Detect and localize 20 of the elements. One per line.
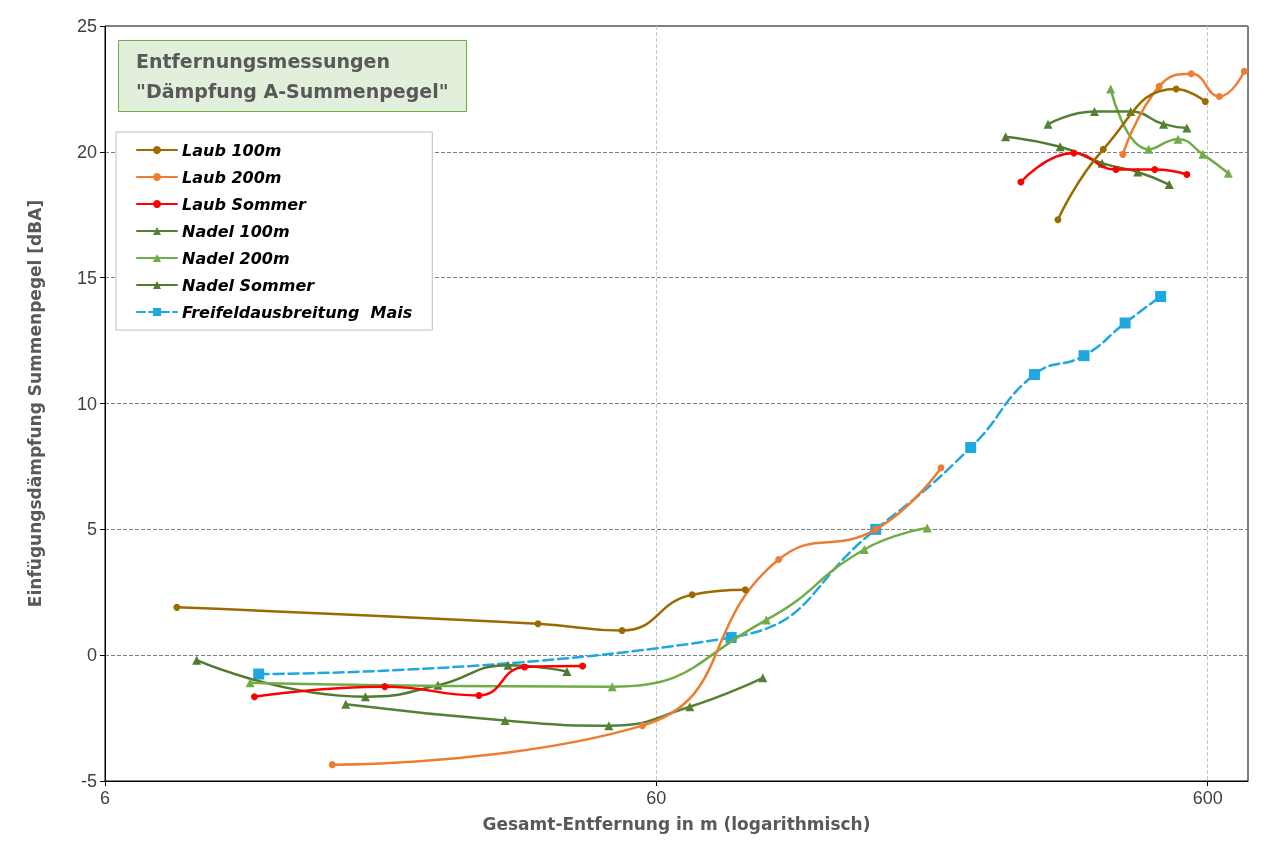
- legend-label: Laub 200m: [182, 167, 282, 187]
- y-tick-label: 5: [86, 519, 97, 540]
- legend-label: Laub 100m: [182, 140, 282, 160]
- legend-label: Nadel 100m: [182, 221, 290, 241]
- text: Entfernungsmessungen "Dämpfung A-Summenpegel": [136, 50, 449, 102]
- y-tick-label: 0: [86, 645, 97, 666]
- legend-label: Nadel Sommer: [182, 275, 316, 295]
- x-tick-label: 6: [99, 788, 111, 808]
- x-tick-label: 60: [646, 788, 667, 808]
- y-tick-label: 10: [76, 393, 97, 414]
- y-tick-label: 15: [76, 267, 97, 288]
- y-tick-label: -5: [80, 771, 97, 791]
- x-axis-title: Gesamt-Entfernung in m (logarithmisch): [482, 813, 871, 834]
- y-axis-title: Einfügungsdämpfung Summenpegel [dBA]: [24, 199, 45, 608]
- y-tick-label: 20: [76, 141, 97, 162]
- legend-label: Laub Sommer: [182, 194, 308, 214]
- y-tick-label: 25: [76, 16, 97, 36]
- legend-label: Nadel 200m: [182, 248, 290, 268]
- x-tick-label: 600: [1192, 788, 1223, 808]
- legend-label: Freifeldausbreitung Mais: [182, 302, 413, 322]
